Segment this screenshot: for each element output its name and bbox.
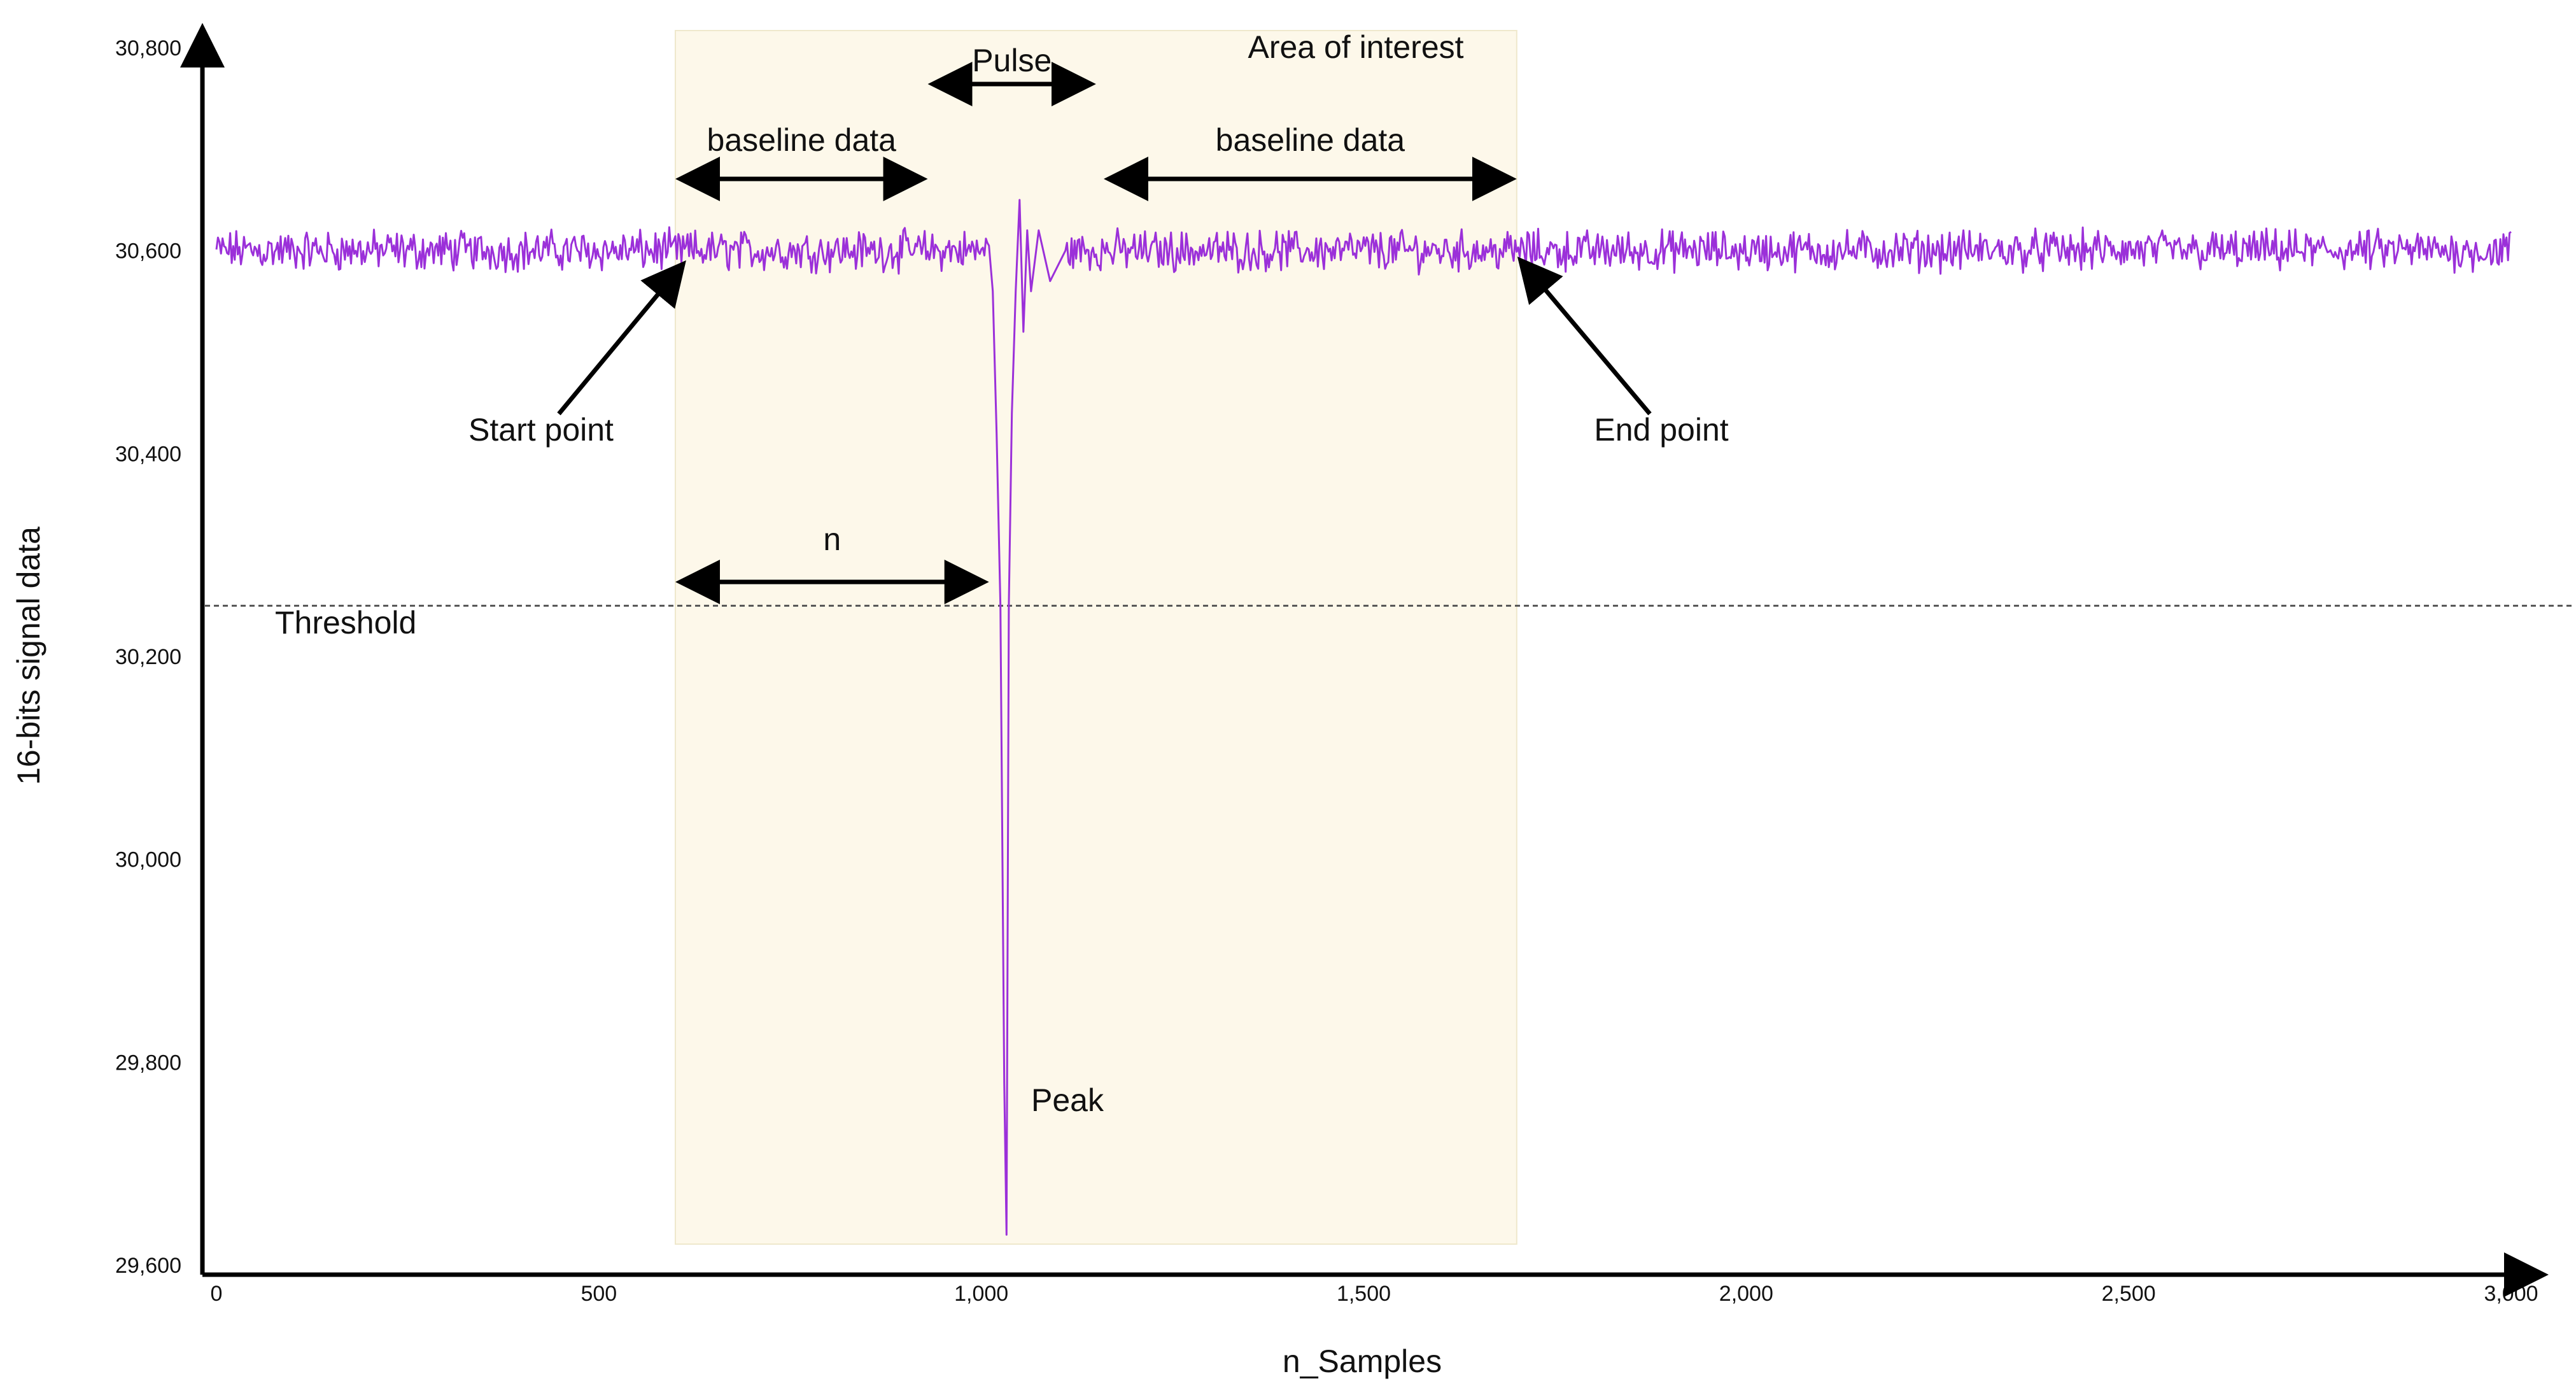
baseline-left-label: baseline data xyxy=(707,122,897,158)
x-tick-label: 1,000 xyxy=(954,1282,1008,1306)
y-tick-label: 30,200 xyxy=(115,645,181,669)
y-tick-label: 30,000 xyxy=(115,848,181,872)
y-tick-label: 30,400 xyxy=(115,442,181,466)
x-tick-label: 500 xyxy=(581,1282,617,1306)
area-of-interest-label: Area of interest xyxy=(1248,29,1463,65)
end-point-arrow xyxy=(1517,256,1652,416)
y-tick-label: 29,800 xyxy=(115,1051,181,1075)
x-axis-title: n_Samples xyxy=(1283,1343,1442,1379)
y-tick-label: 30,600 xyxy=(115,239,181,264)
start-point-arrow xyxy=(557,260,686,416)
y-axis-title: 16-bits signal data xyxy=(11,527,46,785)
peak-label: Peak xyxy=(1031,1082,1104,1118)
y-tick-label: 29,600 xyxy=(115,1254,181,1278)
n-label: n xyxy=(823,521,841,557)
y-tick-label: 30,800 xyxy=(115,36,181,60)
x-tick-label: 3,000 xyxy=(2484,1282,2538,1306)
tick-labels: 0 500 1,000 1,500 2,000 2,500 3,000 29,600 29,80… xyxy=(115,36,2538,1306)
x-tick-label: 2,000 xyxy=(1719,1282,1773,1306)
baseline-right-label: baseline data xyxy=(1216,122,1405,158)
signal-line xyxy=(215,199,2512,1236)
x-tick-label: 0 xyxy=(211,1282,223,1306)
start-point-label: Start point xyxy=(468,412,614,448)
x-tick-label: 2,500 xyxy=(2102,1282,2156,1306)
pulse-label: Pulse xyxy=(972,43,1052,78)
x-tick-label: 1,500 xyxy=(1337,1282,1391,1306)
area-of-interest xyxy=(675,30,1517,1245)
threshold-label: Threshold xyxy=(275,605,416,641)
end-point-label: End point xyxy=(1594,412,1728,448)
